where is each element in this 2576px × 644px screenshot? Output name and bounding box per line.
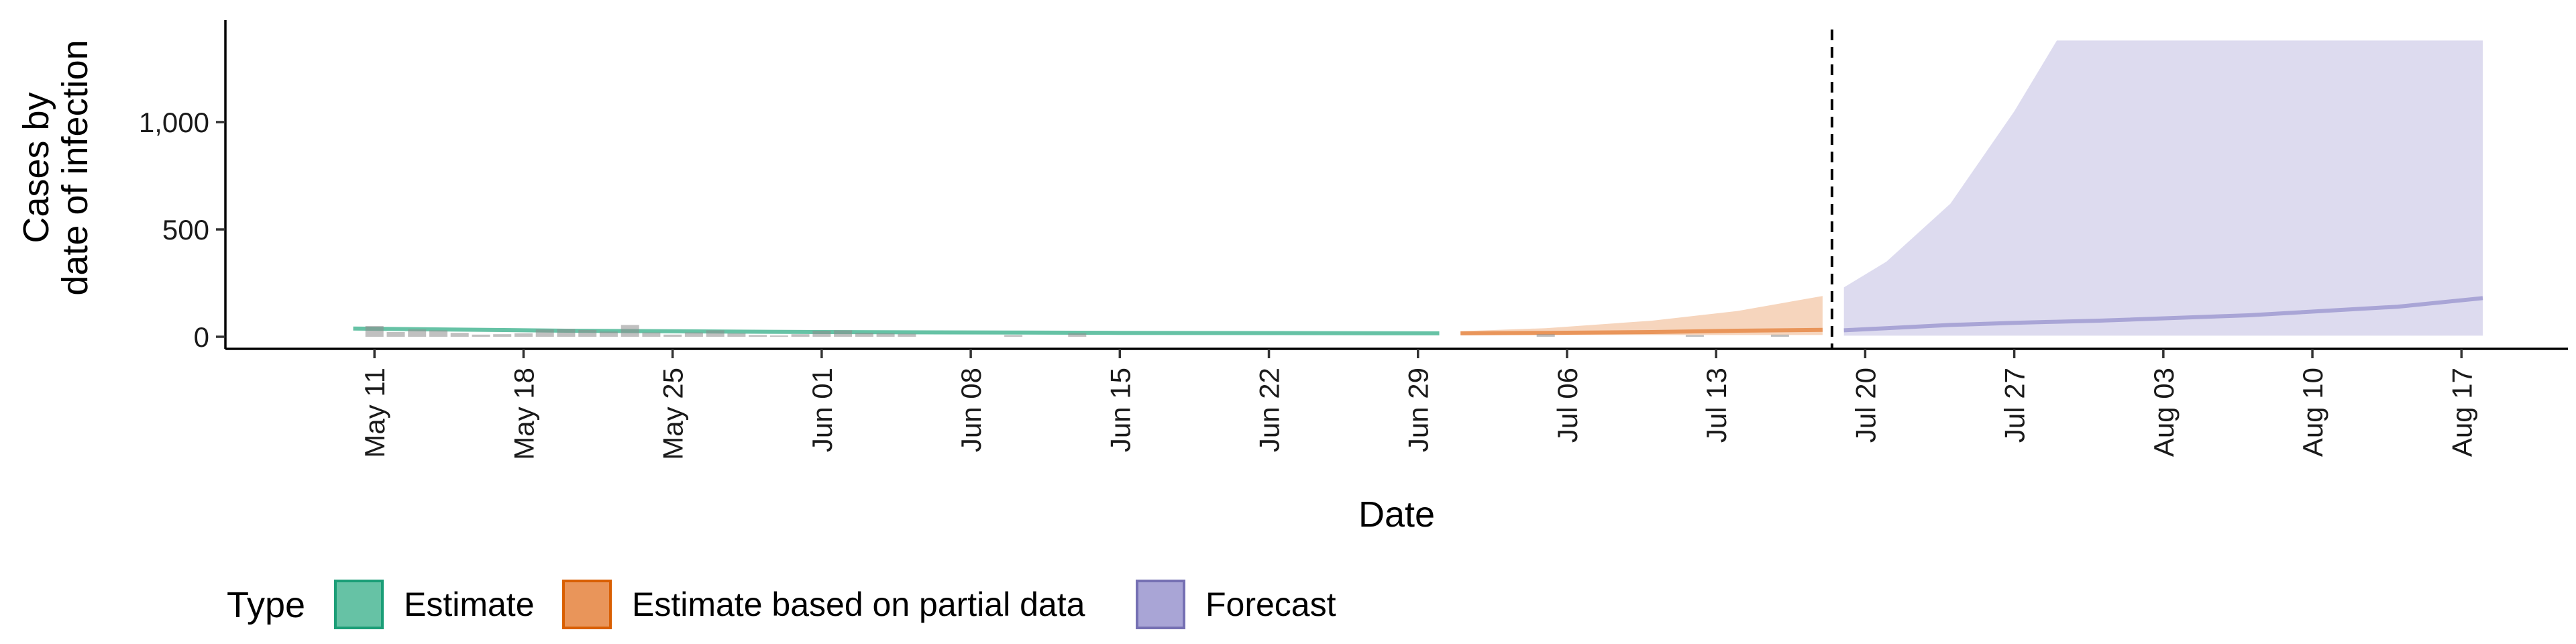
x-tick-label: Aug 10: [2297, 368, 2328, 457]
observed-case-bar: [642, 332, 661, 337]
x-tick-label: Jul 27: [1999, 368, 2031, 443]
x-tick-label: Aug 03: [2148, 368, 2180, 457]
y-tick-label: 1,000: [139, 107, 209, 138]
observed-case-bar: [514, 333, 533, 337]
observed-case-bar: [684, 332, 703, 337]
observed-case-bar: [834, 330, 853, 337]
observed-case-bar: [386, 332, 405, 337]
x-tick-label: Jul 06: [1552, 368, 1583, 443]
observed-case-bar: [1770, 334, 1789, 337]
observed-case-bar: [1536, 334, 1555, 337]
ribbon-forecast: [1843, 40, 2483, 336]
observed-case-bar: [727, 333, 746, 337]
legend-label-estimate-based-on-partial-data: Estimate based on partial data: [632, 586, 1085, 623]
x-tick-label: Jul 20: [1849, 368, 1881, 443]
observed-case-bar: [621, 325, 639, 337]
median-line-forecast: [1843, 296, 2483, 333]
observed-case-bar: [599, 331, 618, 337]
legend-label-forecast: Forecast: [1205, 586, 1336, 623]
observed-case-bar: [663, 334, 682, 337]
axes: 0 500 1,000 May 11 May 18 May 25 Jun 01 Jun 08 J…: [139, 20, 2568, 460]
x-tick-label: Jul 13: [1701, 368, 1732, 443]
x-tick-label: Jun 08: [955, 368, 987, 452]
observed-case-bar: [791, 334, 810, 337]
observed-case-bar: [855, 333, 873, 337]
x-axis-title: Date: [1358, 494, 1435, 535]
x-tick-label: May 18: [508, 368, 539, 460]
observed-case-bar: [769, 335, 788, 337]
observed-case-bar: [876, 333, 895, 337]
plot-area: [353, 30, 2483, 349]
observed-case-bar: [898, 333, 916, 337]
x-tick-label: Jun 15: [1104, 368, 1136, 452]
x-tick-label: Aug 17: [2446, 368, 2477, 457]
legend-title: Type: [227, 585, 305, 625]
ribbon-estimate-based-on-partial-data: [1460, 296, 1823, 335]
legend-key-estimate-based-on-partial-data: [562, 580, 612, 629]
y-axis-title-line-1: Cases by: [16, 92, 56, 243]
legend-key-estimate: [334, 580, 384, 629]
y-tick-label: 0: [194, 321, 209, 353]
legend-key-forecast: [1136, 580, 1185, 629]
legend-label-estimate: Estimate: [404, 586, 535, 623]
x-tick-label: May 11: [359, 368, 390, 458]
legend: Type Estimate Estimate based on partial d…: [227, 580, 1336, 629]
observed-case-bar: [408, 329, 427, 337]
observed-case-bar: [749, 335, 767, 337]
y-axis-title-line-2: date of infection: [55, 40, 95, 295]
observed-case-bar: [365, 326, 384, 337]
observed-case-bar: [1068, 333, 1087, 337]
x-tick-label: Jun 29: [1403, 368, 1434, 452]
x-tick-label: Jun 01: [806, 368, 838, 452]
observed-case-bar: [812, 331, 831, 337]
observed-case-bar: [450, 333, 469, 337]
observed-case-bar: [706, 330, 724, 337]
observed-case-bar: [535, 329, 554, 337]
observed-case-bar: [429, 330, 447, 337]
median-line-estimate-based-on-partial-data: [1460, 327, 1823, 335]
observed-case-bar: [472, 334, 490, 337]
median-line-estimate: [353, 326, 1440, 335]
x-tick-label: Jun 22: [1254, 368, 1285, 452]
y-tick-label: 500: [162, 214, 209, 246]
x-tick-label: May 25: [657, 368, 689, 460]
observed-case-bar: [493, 334, 512, 337]
observed-case-bar: [578, 329, 597, 337]
observed-case-bar: [1004, 335, 1023, 337]
observed-case-bar: [557, 329, 576, 337]
observed-case-bar: [1685, 335, 1704, 337]
